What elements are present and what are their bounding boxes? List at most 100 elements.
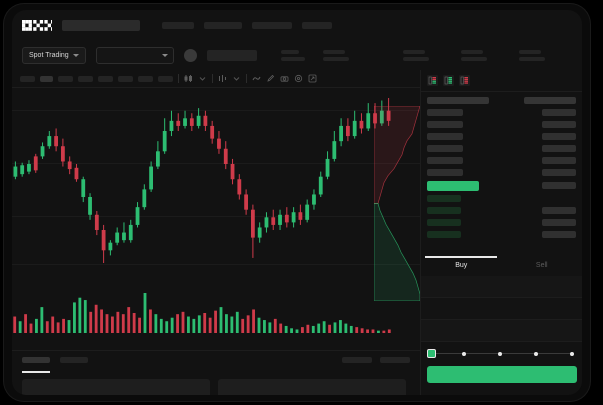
stat-group-low (460, 49, 487, 61)
orderbook-ask-row[interactable] (427, 144, 576, 153)
timeframe-7[interactable] (138, 75, 153, 82)
bottom-action-2[interactable] (380, 357, 410, 363)
slider-stop-25[interactable] (462, 351, 466, 356)
candlestick-series (13, 98, 391, 263)
orderbook-bid-row[interactable] (427, 218, 576, 227)
orders-cards (22, 379, 406, 395)
orderbook-ask-row[interactable] (427, 120, 576, 129)
toolbar-divider (212, 74, 213, 83)
orderbook-col-header-left (427, 97, 489, 104)
buy-sell-tabs: Buy Sell (421, 256, 582, 274)
price-input[interactable] (421, 276, 582, 298)
orderbook-mode-bids[interactable] (443, 75, 454, 86)
orderbook-rows[interactable] (421, 92, 582, 239)
pair-select[interactable] (95, 46, 174, 64)
orderbook-mode-both[interactable] (427, 75, 438, 86)
chevron-down-icon (72, 53, 79, 57)
slider-stop-100[interactable] (570, 351, 574, 356)
tab-sell[interactable]: Sell (535, 261, 548, 269)
toolbar-divider (178, 74, 179, 83)
stat-label (280, 49, 299, 54)
chevron-down-icon (161, 53, 168, 57)
indicator-icon[interactable] (218, 74, 227, 83)
last-price-size (542, 182, 576, 189)
chart-gridline (12, 110, 420, 111)
orderbook-ask-row[interactable] (427, 108, 576, 117)
ask-size (542, 169, 576, 176)
orderbook-bid-row[interactable] (427, 206, 576, 215)
nav-item-4[interactable] (302, 21, 332, 29)
bid-price (427, 195, 461, 202)
chevron-down-icon[interactable] (232, 74, 241, 83)
last-price-highlight (427, 180, 479, 191)
orderbook-bid-row[interactable] (427, 230, 576, 239)
nav-item-1[interactable] (162, 21, 194, 29)
timeframe-8[interactable] (158, 75, 173, 82)
ask-price (427, 157, 463, 164)
price-chart[interactable] (12, 88, 420, 350)
settings-icon[interactable] (294, 74, 303, 83)
ask-price (427, 109, 463, 116)
fullscreen-icon[interactable] (308, 74, 317, 83)
nav-item-2[interactable] (204, 21, 242, 29)
chevron-down-icon[interactable] (198, 74, 207, 83)
stat-value (280, 56, 305, 61)
sub-header: Spot Trading (12, 40, 582, 70)
pair-avatar (183, 48, 197, 62)
amount-slider[interactable] (427, 348, 577, 360)
timeframe-4[interactable] (78, 75, 93, 82)
header-search-box[interactable] (62, 19, 140, 31)
nav-item-3[interactable] (252, 21, 292, 29)
candlestick-icon[interactable] (184, 74, 193, 83)
stat-label (402, 49, 425, 54)
line-chart-icon[interactable] (252, 74, 261, 83)
volume-series (13, 293, 391, 333)
bottom-card-1[interactable] (22, 379, 210, 395)
timeframe-3[interactable] (58, 75, 73, 82)
tab-open-orders[interactable] (22, 357, 50, 363)
camera-icon[interactable] (280, 74, 289, 83)
stat-label (460, 49, 483, 54)
slider-stop-75[interactable] (534, 351, 538, 356)
tab-order-history[interactable] (60, 357, 88, 363)
timeframe-5[interactable] (98, 75, 113, 82)
bid-size (542, 231, 576, 238)
ask-price (427, 169, 463, 176)
bid-size (542, 219, 576, 226)
amount-input[interactable] (421, 298, 582, 320)
stat-group-volume (518, 49, 545, 61)
tab-buy[interactable]: Buy (455, 261, 468, 269)
bid-price (427, 207, 461, 214)
slider-handle[interactable] (427, 349, 436, 358)
orderbook-ask-row[interactable] (427, 168, 576, 177)
orderbook-ask-row[interactable] (427, 156, 576, 165)
ask-size (542, 145, 576, 152)
bid-price (427, 219, 461, 226)
orderbook-mode-asks[interactable] (459, 75, 470, 86)
app-screen: Spot Trading (12, 10, 582, 395)
okx-logo[interactable] (22, 19, 52, 31)
slider-stop-50[interactable] (498, 351, 502, 356)
timeframe-2[interactable] (40, 75, 53, 82)
orderbook-ask-row[interactable] (427, 132, 576, 141)
stat-group-high (402, 49, 429, 61)
chart-gridline (12, 216, 420, 217)
trading-mode-dropdown[interactable]: Spot Trading (22, 46, 86, 64)
stat-value (460, 56, 487, 61)
orderbook-bid-row[interactable] (427, 194, 576, 203)
timeframe-6[interactable] (118, 75, 133, 82)
orders-actions (342, 357, 410, 363)
ask-size (542, 157, 576, 164)
stat-label (518, 49, 541, 54)
bottom-card-2[interactable] (218, 379, 406, 395)
bottom-action-1[interactable] (342, 357, 372, 363)
stat-group-change (322, 49, 349, 61)
pencil-icon[interactable] (266, 74, 275, 83)
total-input[interactable] (421, 320, 582, 342)
orders-tabs (12, 351, 420, 363)
timeframe-1[interactable] (20, 75, 35, 82)
submit-buy-button[interactable] (427, 366, 577, 383)
orderbook-last-price-row (427, 180, 576, 191)
ask-size (542, 109, 576, 116)
ask-size (542, 121, 576, 128)
